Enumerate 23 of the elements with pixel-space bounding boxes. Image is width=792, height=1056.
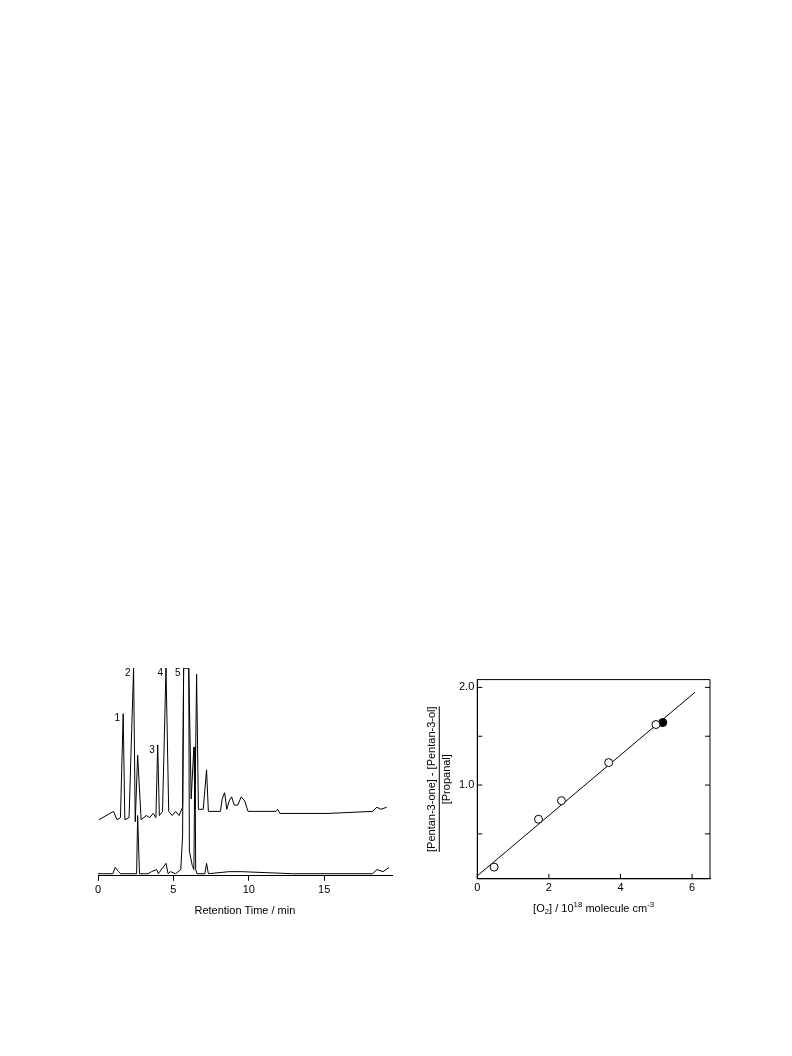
point: [658, 718, 668, 728]
y-axis-title: [Pentan-3-one] - [Pentan-3-ol] [Propanal]: [424, 706, 452, 852]
x-tick-label: 4: [617, 881, 624, 894]
x-tick-label: 15: [318, 883, 331, 896]
x-tick-label: 0: [94, 883, 102, 896]
annotation: 3: [149, 743, 156, 755]
x-tick-label: 0: [474, 881, 481, 894]
annotation: 1: [114, 712, 121, 724]
annotation: 5: [175, 666, 182, 678]
point: [534, 814, 544, 824]
x-tick-label: 2: [545, 881, 552, 894]
y-tick-label: 1.0: [458, 778, 475, 791]
x-tick-label: 5: [170, 883, 177, 896]
y-tick-label: 2.0: [458, 680, 475, 693]
x-tick-label: 10: [242, 883, 255, 896]
point: [651, 720, 661, 730]
point: [489, 862, 499, 872]
x-tick-label: 6: [689, 881, 696, 894]
x-axis-title: Retention Time / min: [194, 904, 296, 917]
annotation: 4: [157, 666, 164, 678]
annotation: 2: [125, 666, 132, 678]
point: [604, 758, 614, 768]
point: [556, 796, 566, 806]
